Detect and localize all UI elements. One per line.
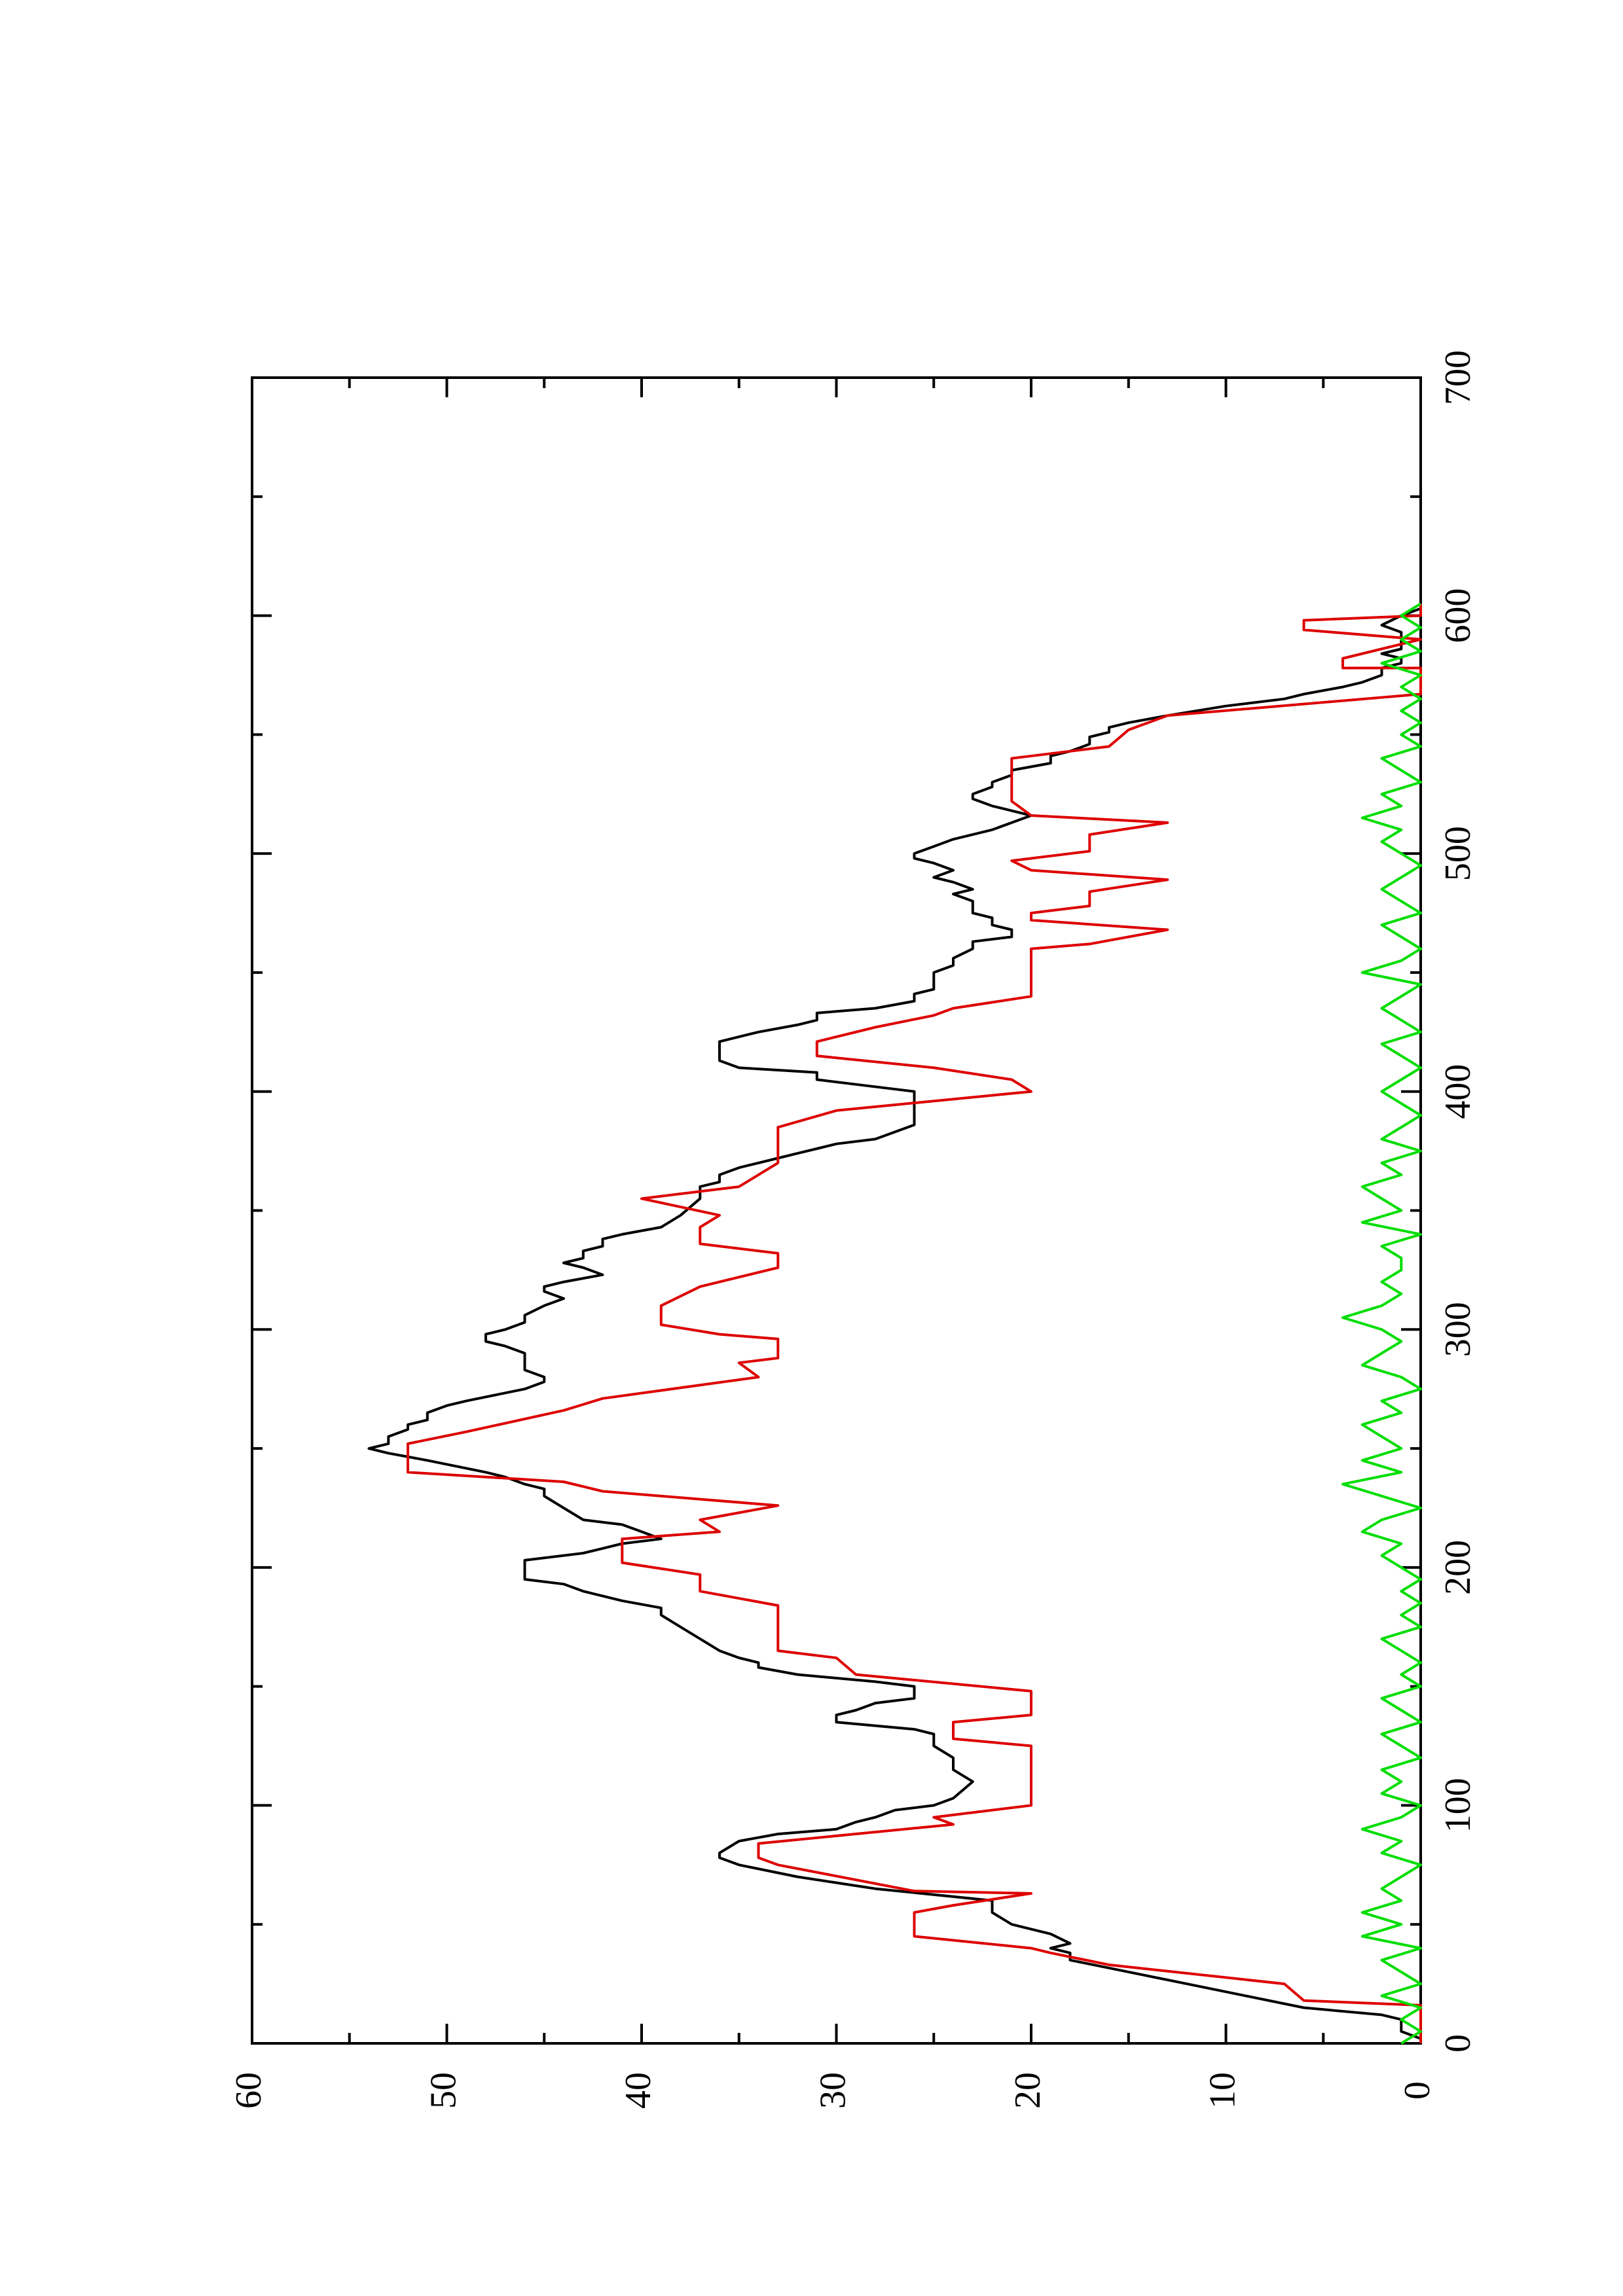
x-tick-label: 500	[1438, 826, 1478, 881]
axis-ticks	[251, 376, 1422, 2045]
tick-labels: 0 100 200 300 400 500 600 700 0 10 20 30 40 50 60	[228, 350, 1478, 2109]
y-tick-label: 20	[1008, 2072, 1048, 2109]
x-tick-label: 0	[1438, 2034, 1478, 2053]
x-tick-label: 400	[1438, 1064, 1478, 1119]
x-tick-label: 300	[1438, 1302, 1478, 1357]
x-tick-label: 700	[1438, 350, 1478, 405]
data-series	[367, 602, 1422, 2045]
plot-root: 0 100 200 300 400 500 600 700 0 10 20 30 40 50 60	[228, 350, 1478, 2109]
y-tick-label: 40	[618, 2072, 659, 2109]
y-tick-label: 10	[1202, 2072, 1243, 2109]
y-tick-label: 30	[812, 2072, 853, 2109]
y-tick-label: 50	[423, 2072, 464, 2109]
series-line-1	[367, 603, 1422, 2043]
x-tick-label: 200	[1438, 1540, 1478, 1595]
y-tick-label: 60	[228, 2072, 269, 2109]
x-tick-label: 600	[1438, 588, 1478, 643]
x-tick-label: 100	[1438, 1778, 1478, 1833]
y-tick-label: 0	[1397, 2081, 1438, 2100]
series-line-3	[1341, 602, 1422, 2045]
plot-frame	[251, 376, 1422, 2045]
series-line-2	[407, 603, 1422, 2043]
